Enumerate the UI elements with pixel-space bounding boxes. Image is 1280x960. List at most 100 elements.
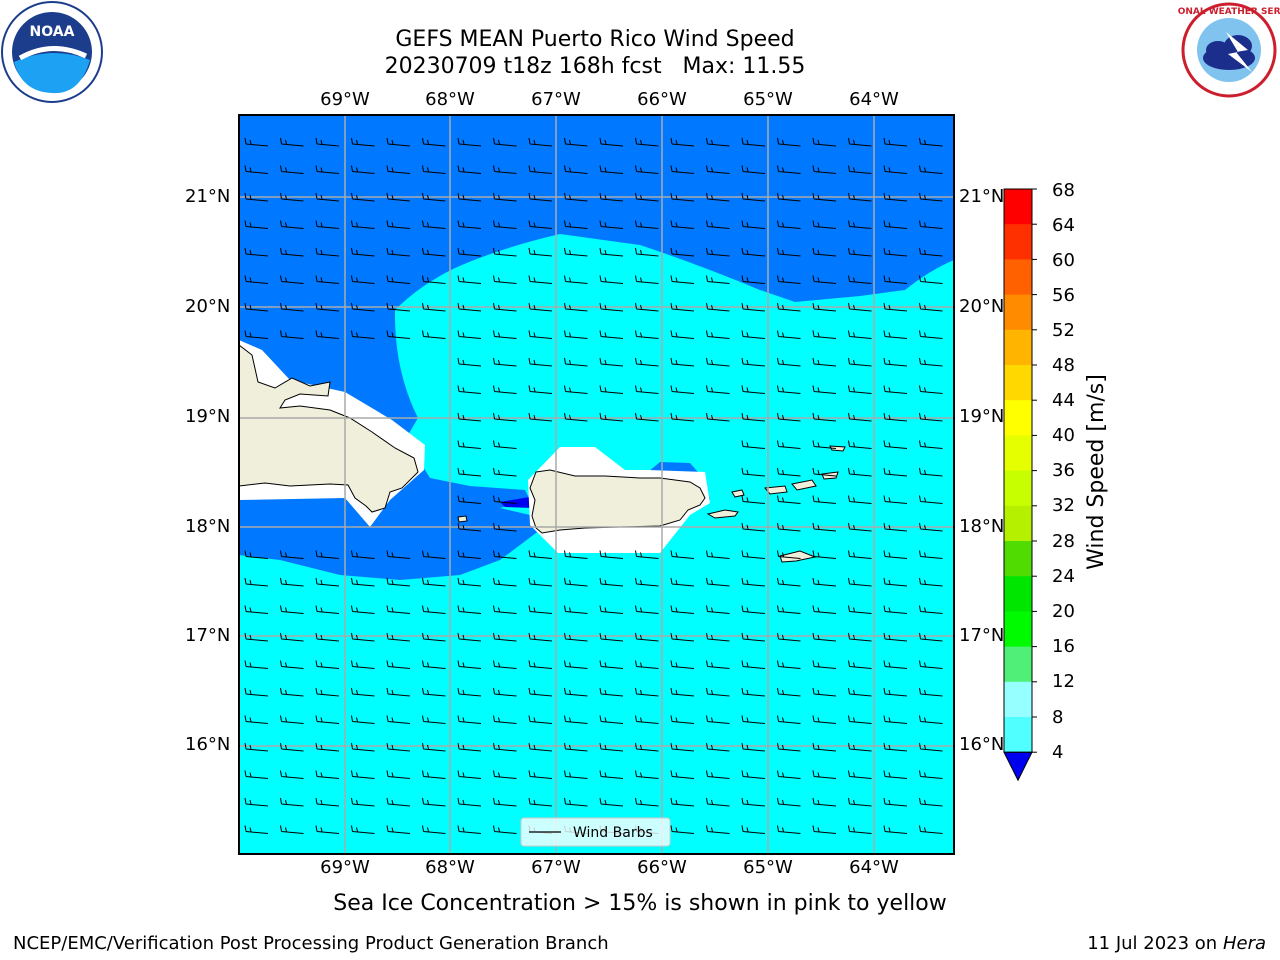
wind-barb (457, 550, 482, 559)
colorbar-label: Wind Speed [m/s] (1084, 374, 1109, 570)
wind-barb (244, 165, 269, 174)
wind-barb (670, 165, 695, 174)
wind-barb (244, 550, 269, 559)
wind-barb (422, 550, 446, 559)
wind-barb (883, 220, 908, 229)
wind-barb (883, 247, 908, 257)
wind-barb (244, 192, 269, 202)
wind-barb (777, 495, 801, 504)
wind-barb (315, 770, 340, 779)
wind-barb (919, 687, 943, 697)
wind-barb (528, 687, 553, 697)
wind-barb (812, 632, 837, 642)
wind-barb (777, 412, 801, 422)
wind-barb (493, 412, 517, 422)
wind-barb (315, 192, 340, 202)
lon-label-bottom: 66°W (637, 857, 687, 878)
lat-label-left: 17°N (185, 625, 231, 646)
wind-barb (883, 605, 908, 614)
wind-barb (777, 192, 801, 202)
map-legend: Wind Barbs (520, 817, 671, 847)
wind-barb (635, 385, 659, 394)
colorbar-extend-triangle (1003, 751, 1033, 782)
wind-field-below-4 (500, 497, 533, 508)
wind-barb (777, 357, 801, 367)
colorbar-bin (1004, 259, 1032, 296)
wind-barb (706, 715, 730, 724)
wind-barb (812, 797, 837, 807)
wind-barb (422, 825, 446, 834)
wind-barb (386, 742, 411, 752)
lat-label-right: 18°N (959, 516, 1005, 537)
wind-barb (741, 770, 766, 779)
wind-barb (244, 220, 269, 229)
wind-barb (564, 687, 588, 697)
wind-barb (812, 495, 837, 504)
nws-logo: NATIONAL WEATHER SERVICE (1178, 2, 1280, 98)
wind-barb (741, 247, 766, 257)
wind-barb (919, 440, 943, 449)
colorbar-tick: 56 (1052, 285, 1075, 306)
wind-barb (741, 495, 766, 504)
wind-barb (883, 797, 908, 807)
wind-barb (741, 632, 766, 642)
wind-barb (599, 330, 624, 339)
wind-barb (351, 577, 375, 587)
wind-barb (670, 742, 695, 752)
wind-barb (635, 275, 659, 284)
wind-barb (564, 742, 588, 752)
lon-label-top: 69°W (320, 89, 370, 110)
wind-barb (848, 770, 872, 779)
wind-barb (777, 467, 801, 477)
wind-barb (706, 385, 730, 394)
wind-barb (386, 302, 411, 312)
wind-barb (919, 715, 943, 724)
wind-barb (848, 220, 872, 229)
wind-barb (635, 220, 659, 229)
wind-barb (599, 605, 624, 614)
colorbar-tick: 60 (1052, 250, 1075, 271)
wind-barb (883, 660, 908, 669)
wind-barb (457, 742, 482, 752)
wind-barb (848, 412, 872, 422)
wind-barb (422, 247, 446, 257)
wind-barb (706, 687, 730, 697)
wind-barb (919, 770, 943, 779)
wind-barb (635, 797, 659, 807)
wind-barb (670, 412, 695, 422)
wind-barb (599, 220, 624, 229)
wind-barb (848, 825, 872, 834)
wind-barb (528, 192, 553, 202)
lat-label-left: 19°N (185, 406, 231, 427)
wind-barb (777, 302, 801, 312)
wind-barb (280, 550, 304, 559)
wind-barb (777, 687, 801, 697)
wind-barb (422, 165, 446, 174)
graticule (239, 115, 954, 854)
wind-barb (670, 137, 695, 147)
wind-barb (528, 632, 553, 642)
wind-barb (812, 247, 837, 257)
wind-barb (315, 742, 340, 752)
wind-barb (670, 550, 695, 559)
lat-label-right: 20°N (959, 296, 1005, 317)
wind-barb (741, 605, 766, 614)
wind-barb (351, 660, 375, 669)
wind-barb (635, 715, 659, 724)
colorbar-tick: 68 (1052, 180, 1075, 201)
wind-barb (422, 275, 446, 284)
wind-barb (386, 770, 411, 779)
colorbar-tick: 12 (1052, 671, 1075, 692)
colorbar (1003, 188, 1037, 782)
wind-barb (280, 632, 304, 642)
wind-barb (493, 467, 517, 477)
colorbar-tick: 28 (1052, 531, 1075, 552)
wind-barb (777, 660, 801, 669)
wind-barb (706, 247, 730, 257)
wind-barb (315, 137, 340, 147)
wind-barb (706, 605, 730, 614)
st-john-island (791, 479, 817, 491)
wind-barb (777, 715, 801, 724)
wind-barb (386, 715, 411, 724)
wind-barb (741, 137, 766, 147)
